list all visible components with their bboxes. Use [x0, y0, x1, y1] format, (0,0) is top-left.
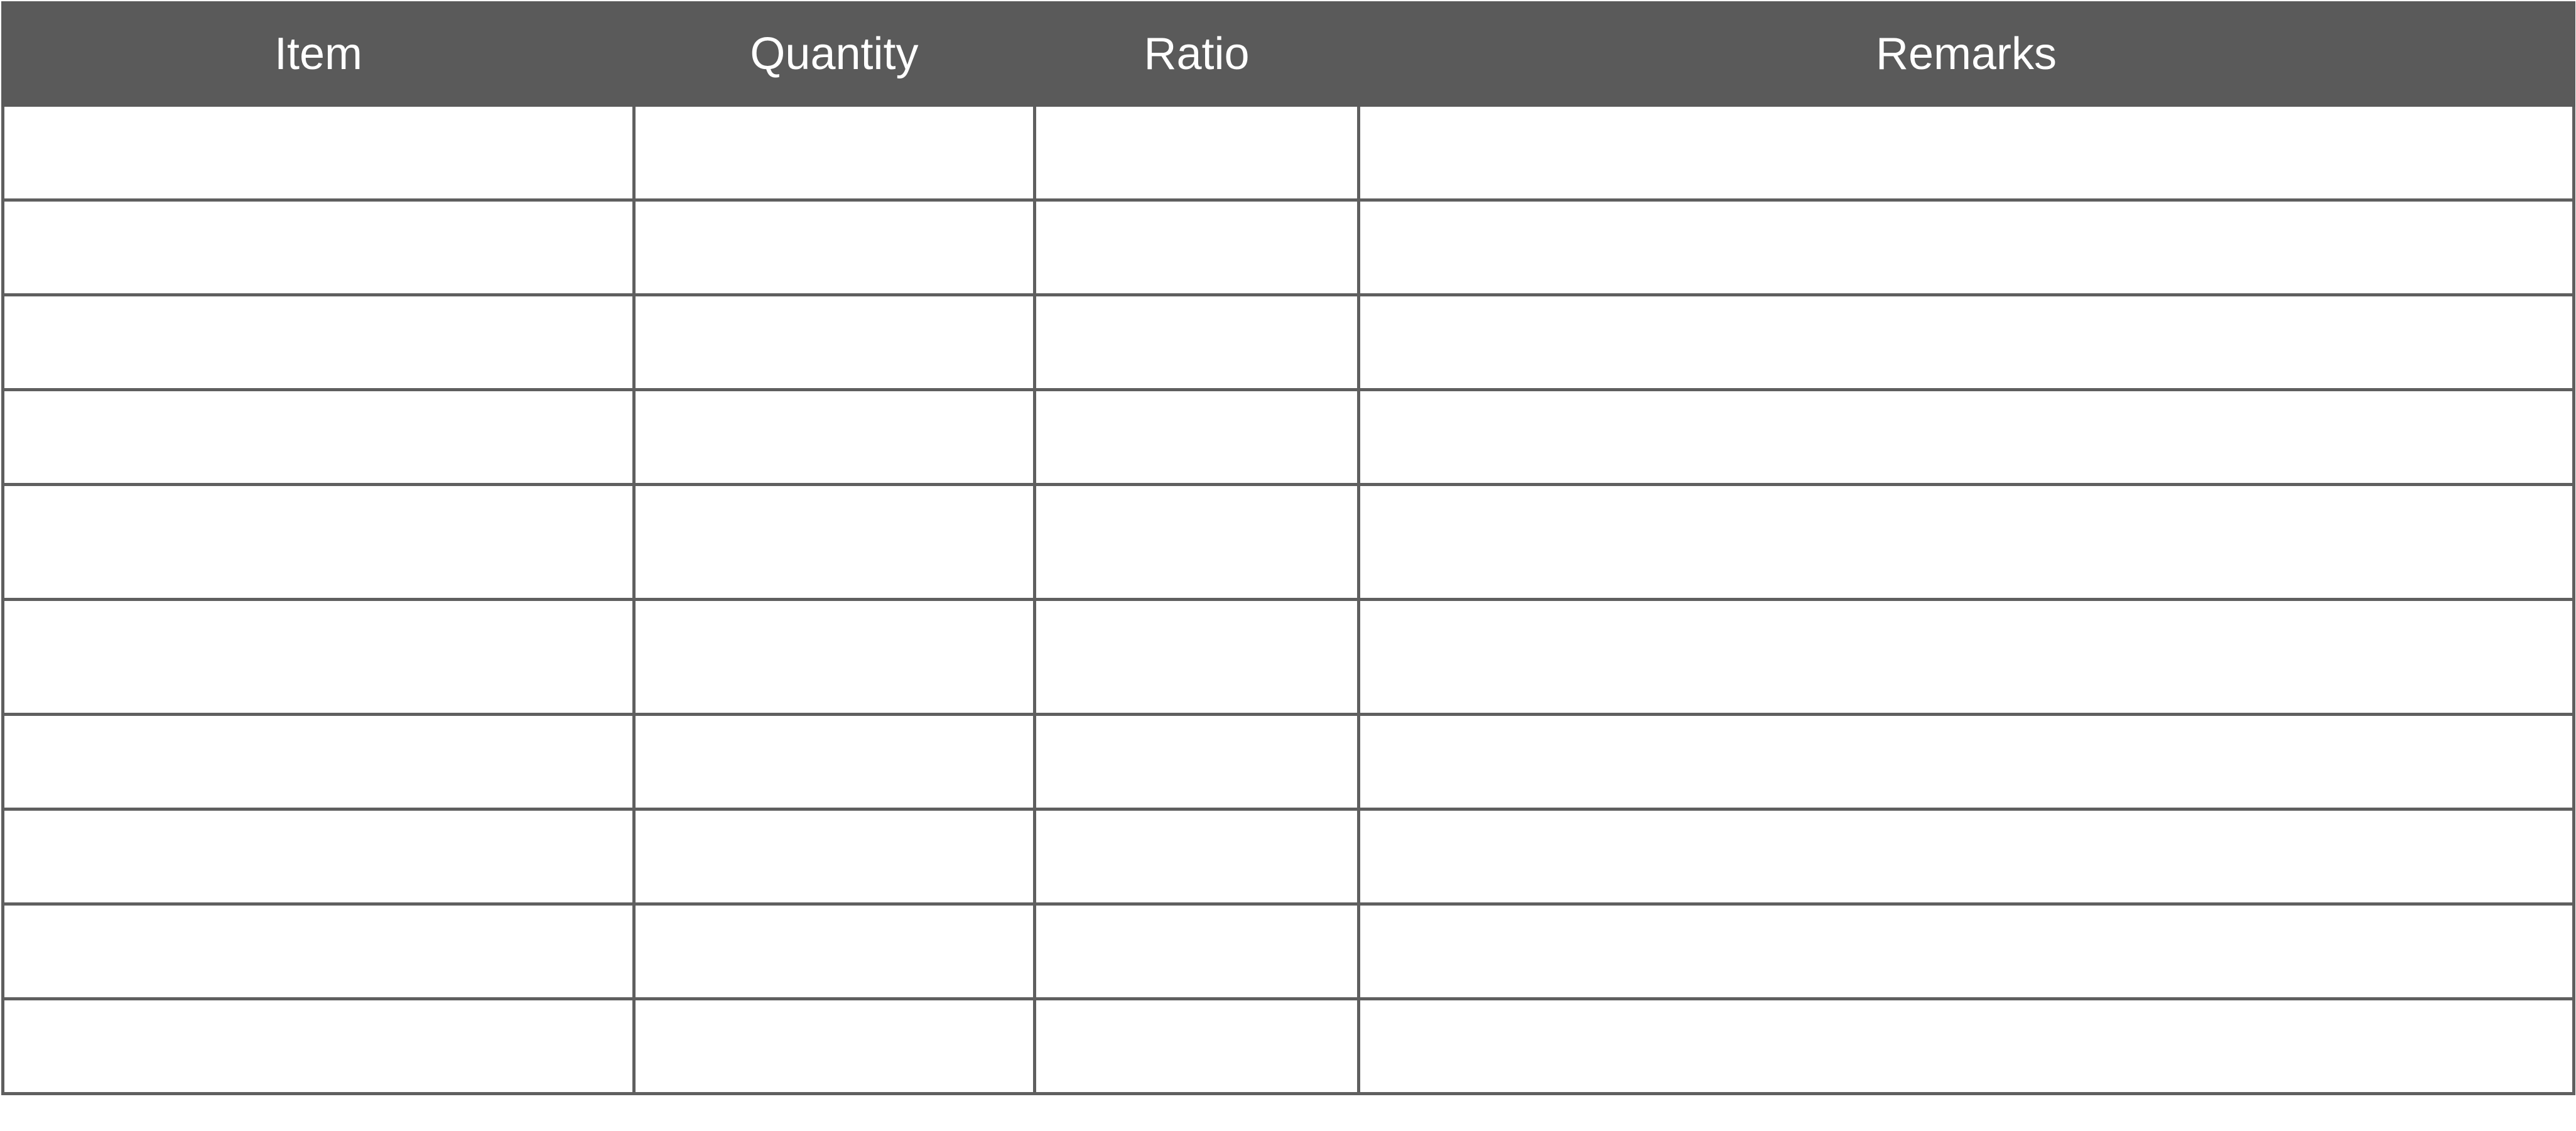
cell-ratio[interactable] — [1033, 808, 1360, 906]
cell-item[interactable] — [1, 104, 636, 202]
table-row — [1, 483, 2575, 601]
cell-quantity[interactable] — [632, 388, 1036, 486]
cell-quantity[interactable] — [632, 808, 1036, 906]
cell-ratio[interactable] — [1033, 598, 1360, 716]
cell-ratio[interactable] — [1033, 198, 1360, 296]
cell-item[interactable] — [1, 808, 636, 906]
cell-quantity[interactable] — [632, 104, 1036, 202]
cell-quantity[interactable] — [632, 483, 1036, 601]
column-header-quantity[interactable]: Quantity — [632, 1, 1036, 107]
cell-item[interactable] — [1, 293, 636, 391]
cell-remarks[interactable] — [1357, 293, 2575, 391]
header-row: Item Quantity Ratio Remarks — [1, 1, 2575, 107]
table-row — [1, 902, 2575, 1000]
table-row — [1, 997, 2575, 1095]
column-header-item[interactable]: Item — [1, 1, 636, 107]
cell-remarks[interactable] — [1357, 198, 2575, 296]
cell-remarks[interactable] — [1357, 104, 2575, 202]
table-body — [1, 104, 2575, 1095]
cell-remarks[interactable] — [1357, 388, 2575, 486]
table-header: Item Quantity Ratio Remarks — [1, 1, 2575, 107]
cell-item[interactable] — [1, 598, 636, 716]
cell-ratio[interactable] — [1033, 104, 1360, 202]
cell-remarks[interactable] — [1357, 808, 2575, 906]
cell-item[interactable] — [1, 198, 636, 296]
cell-item[interactable] — [1, 713, 636, 811]
table-row — [1, 808, 2575, 906]
table-row — [1, 713, 2575, 811]
cell-ratio[interactable] — [1033, 388, 1360, 486]
cell-quantity[interactable] — [632, 997, 1036, 1095]
table-row — [1, 198, 2575, 296]
cell-ratio[interactable] — [1033, 997, 1360, 1095]
cell-quantity[interactable] — [632, 293, 1036, 391]
cell-ratio[interactable] — [1033, 902, 1360, 1000]
cell-remarks[interactable] — [1357, 713, 2575, 811]
table-row — [1, 293, 2575, 391]
cell-item[interactable] — [1, 388, 636, 486]
cell-remarks[interactable] — [1357, 997, 2575, 1095]
cell-quantity[interactable] — [632, 198, 1036, 296]
table-row — [1, 388, 2575, 486]
cell-item[interactable] — [1, 483, 636, 601]
cell-item[interactable] — [1, 997, 636, 1095]
cell-quantity[interactable] — [632, 902, 1036, 1000]
cell-ratio[interactable] — [1033, 483, 1360, 601]
data-table: Item Quantity Ratio Remarks — [1, 1, 2575, 1095]
table-row — [1, 598, 2575, 716]
cell-item[interactable] — [1, 902, 636, 1000]
cell-remarks[interactable] — [1357, 902, 2575, 1000]
cell-quantity[interactable] — [632, 598, 1036, 716]
cell-remarks[interactable] — [1357, 483, 2575, 601]
column-header-ratio[interactable]: Ratio — [1033, 1, 1360, 107]
cell-remarks[interactable] — [1357, 598, 2575, 716]
column-header-remarks[interactable]: Remarks — [1357, 1, 2575, 107]
cell-ratio[interactable] — [1033, 713, 1360, 811]
cell-quantity[interactable] — [632, 713, 1036, 811]
cell-ratio[interactable] — [1033, 293, 1360, 391]
table-row — [1, 104, 2575, 202]
